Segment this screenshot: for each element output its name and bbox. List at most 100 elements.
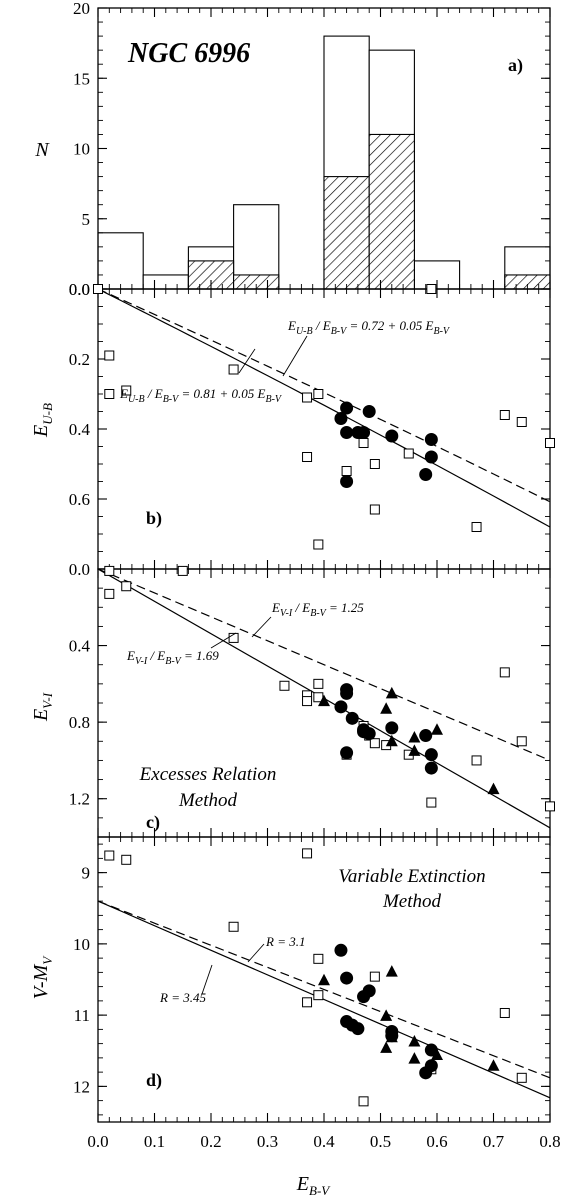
x-tick-label: 0.5: [370, 1132, 391, 1151]
cluster-name-title: NGC 6996: [127, 38, 250, 69]
filled-triangle-point: [380, 1009, 393, 1021]
open-square-point: [177, 565, 188, 576]
solid-fit-line: [98, 900, 550, 1099]
dashed-fit-line: [98, 900, 550, 1079]
panel-label-b: b): [146, 508, 162, 529]
label-part: V-I: [135, 656, 148, 667]
x-tick-label: 0.3: [257, 1132, 278, 1151]
y-axis-label-d: V-MV: [30, 955, 55, 999]
panel-label-c: c): [146, 812, 160, 833]
label-part: B-V: [331, 326, 348, 337]
open-square-point: [313, 389, 324, 399]
label-part: U-B: [128, 394, 145, 405]
open-square-point: [403, 448, 414, 459]
filled-circle-point: [362, 405, 376, 418]
solid-fit-line: [98, 289, 550, 528]
line-label: EU-B / EB-V = 0.72 + 0.05 EB-V: [287, 318, 451, 337]
filled-triangle-point: [431, 723, 443, 735]
label-part: E: [296, 1173, 309, 1195]
method-annotation: Method: [178, 790, 238, 811]
open-square-point: [426, 284, 437, 294]
label-part: E: [30, 709, 52, 722]
filled-triangle-point: [380, 1041, 393, 1053]
filled-triangle-point: [487, 782, 500, 795]
open-square-point: [121, 385, 132, 396]
label-part: E: [30, 425, 52, 438]
open-square-point: [313, 678, 324, 689]
filled-circle-point: [424, 450, 438, 464]
y-tick-label: 0.8: [69, 713, 90, 732]
filled-circle-point: [419, 468, 433, 481]
filled-circle-point: [424, 761, 438, 775]
filled-triangle-point: [385, 965, 398, 977]
y-tick-label: 0.0: [69, 280, 90, 299]
x-tick-label: 0.2: [200, 1132, 221, 1151]
open-square-point: [358, 438, 369, 448]
label-part: E: [271, 600, 280, 615]
y-tick-label: 0.4: [69, 637, 91, 656]
open-square-point: [545, 438, 555, 448]
open-square-point: [104, 850, 115, 861]
filled-triangle-point: [408, 1034, 421, 1047]
open-square-point: [369, 971, 380, 982]
label-part: B-V: [433, 326, 450, 337]
line-label: R = 3.1: [265, 934, 305, 949]
open-square-point: [499, 667, 510, 678]
filled-triangle-point: [487, 1059, 500, 1071]
filled-triangle-point: [385, 686, 398, 699]
open-square-point: [302, 696, 313, 707]
label-part: = 0.72 + 0.05 E: [346, 318, 433, 333]
y-tick-label: 0.0: [69, 280, 90, 299]
label-part: = 1.69: [181, 648, 220, 663]
filled-triangle-point: [408, 744, 421, 756]
open-square-point: [228, 632, 239, 643]
filled-circle-point: [385, 721, 399, 735]
label-part: / E: [313, 318, 331, 333]
leader-line: [201, 964, 213, 995]
label-part: / E: [147, 648, 165, 663]
filled-circle-point: [351, 1022, 365, 1036]
filled-circle-point: [424, 433, 438, 446]
label-part: = 0.81 + 0.05 E: [178, 386, 265, 401]
open-square-point: [471, 755, 482, 766]
line-label: EV-I / EB-V = 1.69: [126, 648, 219, 667]
label-part: V-I: [280, 608, 293, 619]
y-tick-label: 10: [73, 140, 90, 159]
open-square-point: [516, 736, 527, 747]
y-tick-label: 20: [73, 0, 90, 18]
filled-triangle-point: [431, 1048, 443, 1061]
open-square-point: [369, 504, 380, 515]
label-part: E: [287, 318, 296, 333]
x-tick-label: 0.8: [539, 1132, 560, 1151]
open-square-point: [302, 997, 313, 1008]
filled-circle-point: [340, 746, 354, 760]
method-annotation: Excesses Relation: [139, 764, 277, 785]
label-part: B-V: [265, 394, 282, 405]
open-square-point: [104, 588, 115, 599]
filled-circle-point: [334, 943, 348, 957]
label-part: E: [119, 386, 128, 401]
label-part: B-V: [165, 656, 182, 667]
panel-label-a: a): [508, 55, 523, 76]
filled-circle-point: [357, 426, 371, 439]
filled-triangle-point: [380, 702, 393, 714]
leader-line: [238, 348, 256, 374]
y-axis-label-a: N: [34, 139, 50, 161]
open-square-point: [471, 522, 482, 532]
histogram-bar-hatched: [323, 176, 370, 290]
open-square-point: [313, 990, 324, 1001]
open-square-point: [313, 953, 324, 964]
label-part: B-V: [310, 608, 327, 619]
open-square-point: [516, 417, 527, 427]
open-square-point: [341, 466, 352, 476]
open-square-point: [302, 452, 313, 462]
y-tick-label: 12: [73, 1077, 90, 1096]
filled-circle-point: [340, 475, 354, 488]
filled-circle-point: [385, 429, 399, 443]
filled-circle-point: [334, 412, 348, 425]
filled-triangle-point: [318, 973, 330, 986]
y-tick-label: 0.6: [69, 490, 90, 509]
open-square-point: [279, 680, 290, 691]
label-part: V-M: [30, 963, 52, 999]
